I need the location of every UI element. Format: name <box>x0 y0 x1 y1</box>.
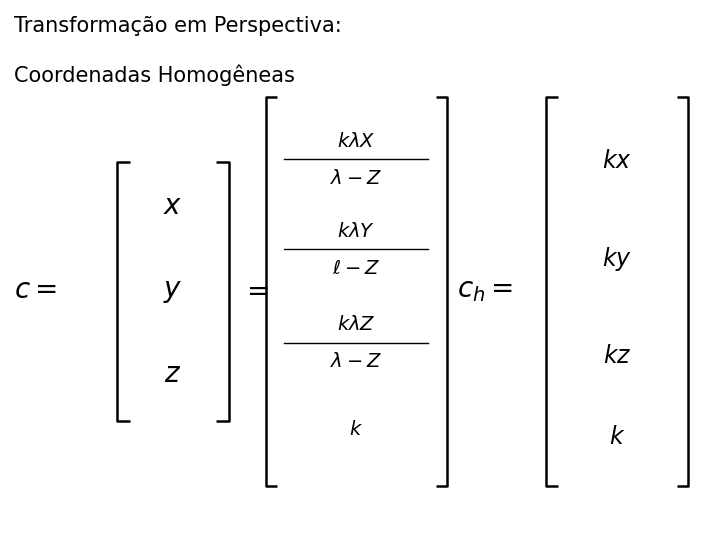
Text: $x$: $x$ <box>163 195 182 220</box>
Text: $\lambda - Z$: $\lambda - Z$ <box>330 168 382 188</box>
Text: $ky$: $ky$ <box>603 245 632 273</box>
Text: $kz$: $kz$ <box>603 345 631 368</box>
Text: Coordenadas Homogêneas: Coordenadas Homogêneas <box>14 65 295 86</box>
Text: $k\lambda X$: $k\lambda X$ <box>337 132 376 151</box>
Text: $k\lambda Z$: $k\lambda Z$ <box>337 314 376 334</box>
Text: $=$: $=$ <box>241 279 269 304</box>
Text: $\ell - Z$: $\ell - Z$ <box>333 259 380 279</box>
Text: $k$: $k$ <box>609 426 626 449</box>
Text: $y$: $y$ <box>163 279 182 305</box>
Text: Transformação em Perspectiva:: Transformação em Perspectiva: <box>14 16 342 36</box>
Text: $c_h =$: $c_h =$ <box>457 279 513 304</box>
Text: $c =$: $c =$ <box>14 279 58 304</box>
Text: $k$: $k$ <box>349 420 364 439</box>
Text: $\lambda - Z$: $\lambda - Z$ <box>330 352 382 372</box>
Text: $kx$: $kx$ <box>603 151 632 173</box>
Text: $z$: $z$ <box>164 363 181 388</box>
Text: $k\lambda Y$: $k\lambda Y$ <box>338 221 375 241</box>
